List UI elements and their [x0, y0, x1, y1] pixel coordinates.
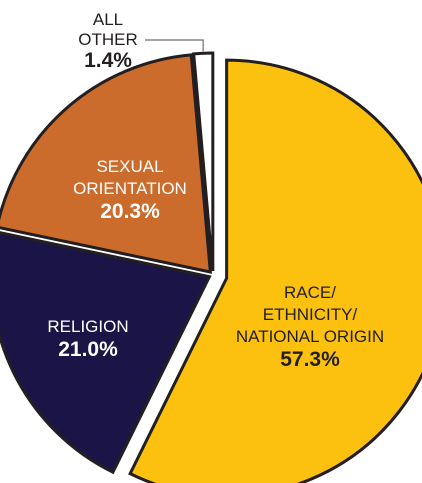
slice-label: ALL OTHER 1.4% — [78, 10, 138, 72]
slice-label-line: ORIENTATION — [73, 179, 187, 198]
slice-percent-label: 1.4% — [84, 49, 132, 72]
pie-slice-race-ethnicity-national-origin — [128, 58, 422, 483]
slice-percent-label: 21.0% — [58, 338, 118, 361]
slices-layer — [0, 51, 422, 483]
slice-label-line: NATIONAL ORIGIN — [236, 327, 384, 346]
labels-layer: RACE/ETHNICITY/NATIONAL ORIGIN 57.3% RELIG… — [47, 10, 384, 371]
slice-percent-label: 57.3% — [280, 348, 340, 371]
pie-slice-sexual-orientation — [0, 53, 213, 274]
slice-percent-label: 20.3% — [100, 200, 160, 223]
slice-label: RELIGION 21.0% — [47, 317, 128, 361]
slice-label-line: ALL — [93, 10, 123, 29]
pie-slice-religion — [0, 231, 212, 475]
slice-label-line: OTHER — [78, 30, 138, 49]
callout-leader-line — [145, 39, 204, 52]
slice-label-line: RACE/ — [284, 283, 336, 302]
slice-label-line: ETHNICITY/ — [263, 305, 358, 324]
pie-slice-all-other — [192, 51, 215, 272]
slice-label: SEXUAL ORIENTATION 20.3% — [73, 157, 187, 223]
slice-label-line: RELIGION — [47, 317, 128, 336]
slice-label: RACE/ETHNICITY/NATIONAL ORIGIN 57.3% — [236, 283, 384, 371]
slice-label-line: SEXUAL — [96, 157, 163, 176]
